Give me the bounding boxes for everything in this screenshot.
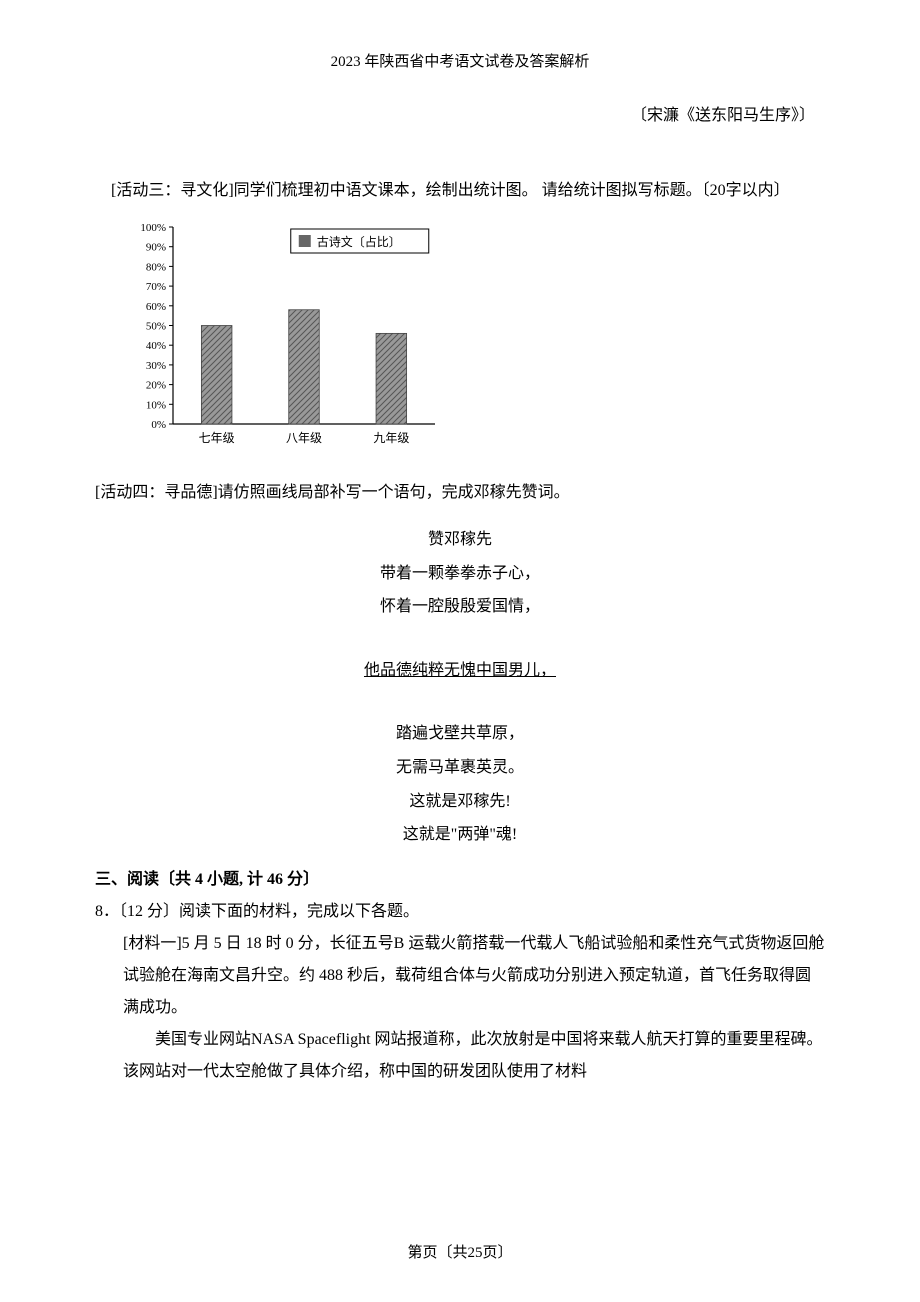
material1-para2: 美国专业网站NASA Spaceflight 网站报道称，此次放射是中国将来载人… bbox=[95, 1024, 825, 1088]
poem-line-2: 怀着一腔殷殷爱国情， bbox=[95, 590, 825, 624]
svg-text:40%: 40% bbox=[146, 340, 166, 352]
citation-text: 〔宋濂《送东阳马生序》〕 bbox=[95, 101, 825, 125]
bar-chart: 0% 10% 20% 30% 40% 50% 60% 70% 80% 90% 100% 七年级 八年级 九… bbox=[125, 217, 825, 457]
poem-line-1: 带着一颗拳拳赤子心， bbox=[95, 557, 825, 591]
question8-number: 8． bbox=[95, 903, 119, 920]
section3-heading: 三、阅读〔共 4 小题, 计 46 分〕 bbox=[95, 864, 825, 896]
svg-text:60%: 60% bbox=[146, 301, 166, 313]
svg-text:80%: 80% bbox=[146, 261, 166, 273]
svg-text:30%: 30% bbox=[146, 360, 166, 372]
svg-text:100%: 100% bbox=[140, 222, 166, 234]
svg-text:20%: 20% bbox=[146, 380, 166, 392]
question8-stem: 8．〔12 分〕阅读下面的材料，完成以下各题。 bbox=[95, 896, 825, 928]
poem-line2-2: 无需马革裹英灵。 bbox=[95, 751, 825, 785]
page-footer: 第页〔共25页〕 bbox=[0, 1241, 920, 1262]
svg-text:八年级: 八年级 bbox=[286, 431, 322, 445]
question8-stem-text: 阅读下面的材料，完成以下各题。 bbox=[179, 903, 419, 920]
activity4-intro: [活动四：寻品德]请仿照画线局部补写一个语句，完成邓稼先赞词。 bbox=[95, 477, 825, 509]
svg-text:90%: 90% bbox=[146, 242, 166, 254]
poem-underlined-text: 他品德纯粹无愧中国男儿， bbox=[364, 662, 556, 679]
question8-points: 〔12 分〕 bbox=[119, 903, 179, 920]
svg-text:10%: 10% bbox=[146, 399, 166, 411]
svg-text:70%: 70% bbox=[146, 281, 166, 293]
svg-text:0%: 0% bbox=[151, 419, 166, 431]
page-header-title: 2023 年陕西省中考语文试卷及答案解析 bbox=[95, 50, 825, 71]
material1-text: 5 月 5 日 18 时 0 分，长征五号B 运载火箭搭载一代载人飞船试验船和柔… bbox=[123, 935, 824, 1016]
material1-para1: [材料一]5 月 5 日 18 时 0 分，长征五号B 运载火箭搭载一代载人飞船… bbox=[95, 928, 825, 1024]
svg-text:50%: 50% bbox=[146, 321, 166, 333]
activity3-intro: [活动三：寻文化]同学们梳理初中语文课本，绘制出统计图。 请给统计图拟写标题。〔… bbox=[95, 175, 825, 207]
poem-line2-4: 这就是"两弹"魂! bbox=[95, 818, 825, 852]
svg-text:九年级: 九年级 bbox=[373, 431, 409, 445]
chart-svg: 0% 10% 20% 30% 40% 50% 60% 70% 80% 90% 100% 七年级 八年级 九… bbox=[125, 217, 445, 452]
svg-text:古诗文〔占比〕: 古诗文〔占比〕 bbox=[317, 234, 401, 249]
svg-text:七年级: 七年级 bbox=[199, 431, 235, 445]
poem-line2-3: 这就是邓稼先! bbox=[95, 785, 825, 819]
material1-label: [材料一] bbox=[123, 935, 182, 952]
poem-line2-1: 踏遍戈壁共草原， bbox=[95, 717, 825, 751]
poem-underlined-line: 他品德纯粹无愧中国男儿， bbox=[95, 654, 825, 688]
poem-title: 赞邓稼先 bbox=[95, 523, 825, 557]
